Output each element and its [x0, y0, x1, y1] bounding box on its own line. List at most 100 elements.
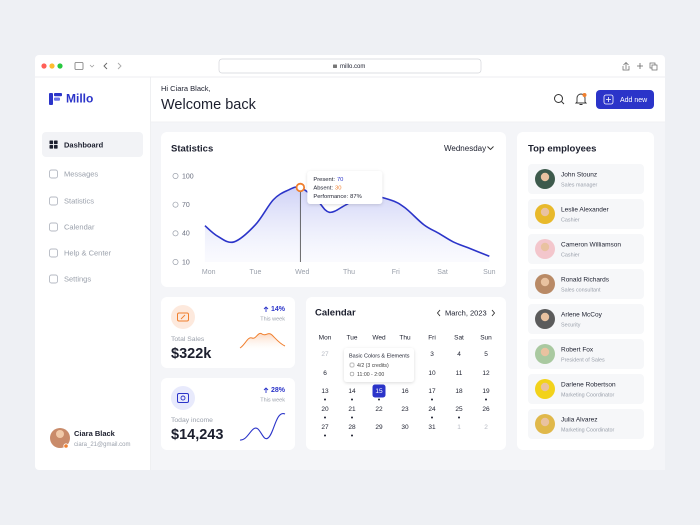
- employee-row[interactable]: [528, 269, 644, 299]
- day[interactable]: 17: [428, 388, 436, 395]
- nav-item[interactable]: Statistics: [64, 196, 94, 205]
- employee-row[interactable]: [528, 339, 644, 369]
- event-dot: [324, 434, 326, 437]
- day[interactable]: 6: [323, 370, 327, 377]
- day[interactable]: 20: [321, 406, 329, 413]
- employee-avatar-face: [540, 207, 550, 217]
- share-icon[interactable]: [622, 62, 630, 71]
- day[interactable]: 3: [430, 351, 434, 358]
- nav-item[interactable]: Dashboard: [64, 140, 104, 149]
- day[interactable]: 26: [482, 406, 490, 413]
- filter[interactable]: Wednesday: [444, 144, 486, 153]
- dropdown-chevron[interactable]: [487, 146, 494, 151]
- user-avatar-face: [56, 430, 64, 438]
- day[interactable]: 28: [348, 424, 356, 431]
- day[interactable]: 16: [401, 388, 409, 395]
- employee-row[interactable]: [528, 409, 644, 439]
- x-tick-label: Tue: [250, 269, 262, 276]
- x-tick-label: Wed: [295, 269, 309, 276]
- prev-month[interactable]: [436, 309, 441, 317]
- day[interactable]: 4: [457, 351, 461, 358]
- button-label[interactable]: Add new: [620, 97, 648, 104]
- day[interactable]: 25: [455, 406, 463, 413]
- event-dot: [324, 416, 326, 419]
- day[interactable]: 5: [484, 351, 488, 358]
- zoom-button[interactable]: [57, 63, 63, 69]
- nav-icon: [54, 140, 58, 145]
- employee-row[interactable]: [528, 234, 644, 264]
- new-tab-icon[interactable]: [637, 63, 643, 69]
- close-button[interactable]: [41, 63, 47, 69]
- brand-name: Millo: [66, 92, 93, 106]
- day[interactable]: 27: [321, 424, 329, 431]
- income-icon-bg: [171, 386, 195, 410]
- employee-avatar-face: [540, 382, 550, 392]
- employee-row[interactable]: [528, 304, 644, 334]
- day[interactable]: 15: [375, 388, 383, 395]
- sidebar-toggle[interactable]: [74, 62, 84, 70]
- employee-row[interactable]: [528, 164, 644, 194]
- day[interactable]: 31: [428, 424, 436, 431]
- plus-icon: [606, 97, 611, 102]
- event-dot: [431, 416, 433, 419]
- period: This week: [260, 397, 285, 403]
- nav-item[interactable]: Messages: [64, 169, 98, 178]
- dropdown-icon[interactable]: [89, 64, 95, 68]
- notification-dot: [582, 93, 587, 97]
- card-title: Calendar: [315, 308, 356, 319]
- day[interactable]: 1: [457, 424, 461, 431]
- minimize-button[interactable]: [49, 63, 55, 69]
- day[interactable]: 24: [428, 406, 436, 413]
- nav-item[interactable]: Calendar: [64, 222, 95, 231]
- employee-name: Leslie Alexander: [561, 207, 610, 214]
- tooltip-value: 87%: [350, 194, 362, 200]
- up-arrow: [263, 387, 269, 393]
- forward-button[interactable]: [117, 62, 122, 70]
- nav-item[interactable]: Help & Center: [64, 248, 112, 257]
- url: millo.com: [340, 64, 365, 70]
- credits-icon: [349, 362, 355, 368]
- day[interactable]: 22: [375, 406, 383, 413]
- day[interactable]: 10: [428, 370, 436, 377]
- back-button[interactable]: [103, 62, 108, 70]
- employee-role: Cashier: [561, 217, 580, 223]
- day[interactable]: 12: [482, 370, 490, 377]
- day[interactable]: 30: [401, 424, 409, 431]
- search-icon[interactable]: [554, 94, 563, 103]
- day[interactable]: 27: [321, 351, 329, 358]
- day[interactable]: 13: [321, 388, 329, 395]
- day[interactable]: 29: [375, 424, 383, 431]
- nav-item[interactable]: Settings: [64, 274, 91, 283]
- nav-icon: [49, 140, 54, 145]
- employee-row[interactable]: [528, 199, 644, 229]
- selected-day[interactable]: [372, 384, 386, 398]
- day[interactable]: 11: [456, 370, 463, 377]
- next-month[interactable]: [491, 309, 496, 317]
- income-icon: [177, 393, 189, 403]
- month: March, 2023: [445, 308, 487, 317]
- event-dot: [431, 398, 433, 401]
- plus-icon: [603, 94, 614, 105]
- day[interactable]: 23: [401, 406, 409, 413]
- employee-avatar-face: [540, 172, 550, 182]
- nav-icon: [49, 169, 58, 179]
- card-title: Statistics: [171, 144, 213, 155]
- tooltip-line: Absent: 30: [313, 185, 341, 191]
- metric-label: Today income: [171, 417, 213, 424]
- employee-row[interactable]: [528, 374, 644, 404]
- day[interactable]: 19: [482, 388, 490, 395]
- lock-icon: [333, 64, 337, 68]
- day[interactable]: 21: [348, 406, 356, 413]
- tooltip-label: Performance:: [313, 194, 348, 200]
- day[interactable]: 14: [348, 388, 356, 395]
- event-dot: [351, 398, 353, 401]
- logo-mark: [49, 93, 53, 105]
- tabs-icon[interactable]: [651, 64, 658, 71]
- day[interactable]: 2: [484, 424, 488, 431]
- weekday: Tue: [347, 335, 358, 342]
- address-bar[interactable]: [218, 58, 482, 74]
- employee-avatar-face: [540, 417, 550, 427]
- highlight-point: [295, 182, 306, 193]
- day[interactable]: 18: [455, 388, 463, 395]
